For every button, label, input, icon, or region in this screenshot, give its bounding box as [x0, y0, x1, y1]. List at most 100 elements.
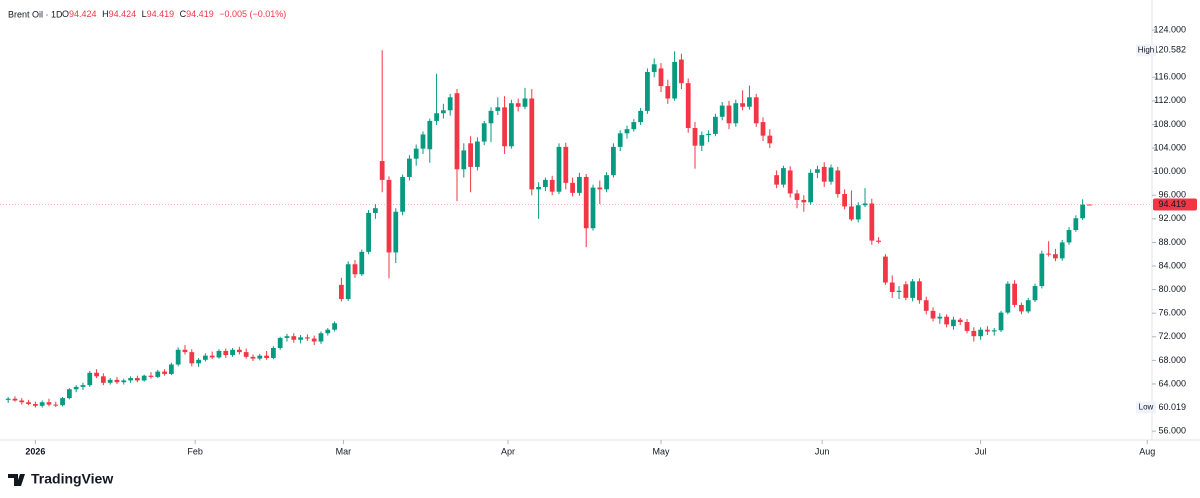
candle-body	[672, 61, 677, 99]
candle-body	[570, 182, 575, 193]
candle-body	[815, 169, 820, 173]
y-tick-label: 96.000	[1158, 190, 1186, 200]
candle-body	[379, 161, 385, 180]
candle-body	[808, 172, 813, 203]
candle-body	[1039, 253, 1045, 287]
candle-body	[883, 256, 888, 283]
candle-body	[896, 290, 902, 292]
candle-body	[461, 150, 467, 170]
candle-body	[107, 379, 113, 383]
candle-body	[978, 329, 984, 337]
candle-body	[196, 359, 201, 364]
candle-body	[794, 193, 800, 200]
candle-body	[277, 337, 283, 348]
candle-body	[447, 97, 453, 111]
candle-body	[849, 206, 854, 220]
y-tick-label: 116.000	[1154, 72, 1186, 82]
candle-body	[26, 402, 31, 405]
candle-body	[1012, 283, 1018, 305]
candle-body	[182, 349, 188, 353]
candle-body	[475, 141, 480, 167]
candle-body	[645, 71, 650, 111]
candle-body	[407, 158, 412, 177]
x-tick-label: 2026	[25, 446, 45, 456]
y-tick-label: 84.000	[1158, 260, 1186, 270]
candle-body	[733, 103, 739, 124]
candle-body	[713, 116, 718, 134]
candle-body	[434, 113, 439, 121]
candle-body	[726, 105, 732, 124]
candle-body	[923, 300, 929, 311]
candle-body	[427, 120, 433, 150]
y-tick-label: 76.000	[1158, 308, 1186, 318]
candle-body	[209, 355, 215, 358]
candle-body	[481, 123, 487, 142]
candle-body	[373, 208, 378, 213]
candle-body	[631, 122, 637, 130]
candle-body	[563, 146, 569, 183]
candle-body	[835, 170, 841, 195]
candle-body	[73, 386, 79, 390]
h-label: H	[102, 9, 109, 19]
candle-body	[665, 86, 671, 99]
candle-body	[760, 122, 766, 136]
y-tick-label: 104.000	[1153, 142, 1186, 152]
candle-body	[699, 135, 705, 146]
candle-body	[1087, 204, 1092, 206]
candle-body	[869, 203, 875, 241]
l-label: L	[142, 9, 147, 19]
y-tick-label: 100.000	[1153, 166, 1186, 176]
candle-body	[32, 404, 38, 406]
candle-body	[1032, 286, 1038, 301]
candle-body	[454, 93, 460, 170]
candle-body	[910, 281, 916, 298]
header: Brent Oil · 1D O94.424 H94.424 L94.419 C…	[8, 9, 286, 19]
candle-body	[325, 329, 331, 334]
candle-body	[12, 398, 18, 401]
candle-body	[590, 187, 596, 229]
candle-body	[291, 336, 297, 340]
candle-body	[189, 352, 195, 364]
candle-body	[495, 107, 501, 111]
candle-body	[80, 385, 86, 387]
candle-body	[202, 355, 208, 360]
y-tick-label: 112.000	[1154, 95, 1186, 105]
candle-body	[502, 107, 507, 147]
candle-body	[366, 212, 371, 252]
brand-logo	[8, 474, 25, 486]
candle-body	[141, 375, 147, 381]
candle-body	[651, 64, 657, 72]
candle-body	[264, 355, 269, 359]
candle-body	[774, 175, 779, 185]
candle-body	[937, 316, 943, 319]
candle-body	[162, 371, 167, 374]
y-tick-label: 88.000	[1158, 237, 1186, 247]
y-tick-label: 72.000	[1158, 331, 1186, 341]
h-value: 94.424	[109, 9, 137, 19]
candle-body	[87, 372, 93, 386]
candle-body	[5, 398, 11, 400]
candle-body	[393, 211, 399, 253]
candle-body	[624, 129, 630, 134]
candle-body	[522, 98, 528, 107]
candle-body	[216, 350, 222, 358]
candle-body	[175, 349, 181, 365]
change: −0.005 (−0.01%)	[219, 9, 286, 19]
c-value: 94.419	[186, 9, 214, 19]
candle-body	[1025, 300, 1031, 312]
candle-body	[998, 312, 1004, 331]
candle-body	[243, 352, 249, 357]
candle-body	[270, 347, 276, 359]
last-price-label: 94.419	[1158, 199, 1186, 209]
candle-body	[53, 404, 59, 406]
candle-body	[1005, 283, 1011, 313]
candle-body	[305, 337, 310, 339]
candle-body	[801, 199, 807, 203]
candle-body	[339, 284, 344, 300]
x-tick-label: Apr	[501, 446, 515, 456]
price-tag-value: 120.582	[1153, 45, 1186, 55]
candle-body	[991, 330, 997, 332]
candle-body	[257, 355, 263, 359]
candle-body	[345, 264, 351, 300]
candle-body	[964, 322, 970, 331]
